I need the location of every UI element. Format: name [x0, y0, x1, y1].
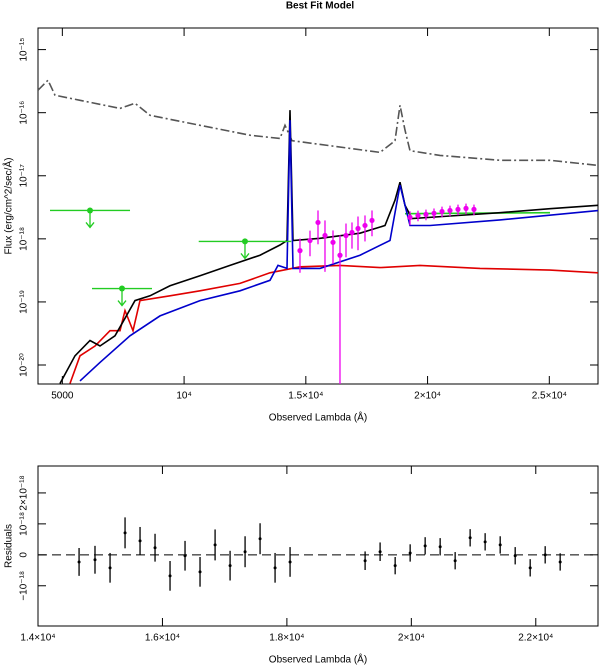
y-axis-label: Flux (erg/cm^2/sec/Å): [2, 158, 15, 255]
plot-area: [38, 78, 598, 384]
data-point: [439, 208, 445, 215]
y-tick-label: 10⁻¹⁸: [19, 227, 30, 251]
x-tick-label: 1.4×10⁴: [20, 633, 55, 644]
data-point: [471, 206, 477, 212]
data-point: [330, 239, 336, 245]
plot-frame: [37, 465, 599, 627]
data-point: [297, 248, 303, 254]
data-point: [337, 252, 343, 258]
x-tick-label: 1.6×10⁴: [145, 633, 180, 644]
x-tick-label: 2×10⁴: [414, 391, 441, 402]
y-tick-label: 10⁻¹⁶: [19, 101, 30, 125]
data-point: [407, 214, 413, 220]
data-point: [213, 543, 217, 547]
data-point: [307, 237, 313, 244]
data-point: [153, 546, 157, 550]
data-point: [415, 212, 421, 219]
data-point: [228, 564, 232, 568]
data-point: [183, 554, 187, 558]
x-axis-label: Observed Lambda (Å): [269, 411, 367, 424]
y-tick-label: 10⁻¹⁹: [19, 290, 30, 314]
x-tick-label: 5000: [51, 391, 74, 402]
data-point: [243, 550, 247, 554]
plot-area: [38, 517, 598, 591]
data-point: [528, 566, 532, 570]
y-tick-label: 10⁻¹⁵: [19, 38, 30, 62]
data-point: [453, 559, 457, 563]
y-axis-label: Residuals: [4, 524, 15, 568]
x-tick-label: 1.8×10⁴: [269, 633, 304, 644]
data-point: [288, 560, 292, 564]
data-point: [198, 570, 202, 574]
x-tick-label: 10⁴: [176, 391, 191, 402]
data-point: [343, 232, 349, 239]
data-point: [463, 205, 469, 211]
chart-title: Best Fit Model: [286, 1, 355, 12]
model-line: [59, 110, 598, 384]
data-point: [273, 566, 277, 570]
y-tick-label: 10⁻¹⁸: [19, 512, 30, 536]
data-point: [513, 554, 517, 558]
data-point: [423, 211, 429, 218]
data-point: [455, 206, 461, 212]
model-line: [79, 120, 598, 382]
data-point: [543, 553, 547, 557]
data-point: [483, 540, 487, 544]
x-tick-label: 2×10⁴: [398, 633, 425, 644]
data-point: [498, 543, 502, 547]
x-axis-label: Observed Lambda (Å): [269, 653, 367, 666]
plot-frame: [37, 27, 599, 385]
data-point: [393, 564, 397, 568]
x-tick-label: 2.2×10⁴: [518, 633, 553, 644]
data-point: [258, 537, 262, 541]
data-point: [438, 545, 442, 549]
data-point: [349, 229, 355, 236]
data-point: [558, 560, 562, 564]
upper-limit-point: [87, 207, 94, 214]
y-tick-label: 0: [19, 552, 30, 558]
data-point: [315, 219, 321, 226]
data-point: [77, 560, 81, 564]
upper-limit-point: [119, 285, 125, 292]
data-point: [447, 207, 453, 214]
model-line: [38, 78, 598, 167]
x-tick-label: 2.5×10⁴: [532, 391, 567, 402]
data-point: [108, 566, 112, 570]
model-line: [404, 211, 551, 215]
upper-limit-point: [241, 238, 248, 245]
data-point: [369, 217, 375, 224]
data-point: [362, 222, 368, 229]
data-point: [423, 544, 427, 548]
data-point: [431, 210, 437, 216]
y-tick-label: 10⁻¹⁷: [19, 164, 30, 188]
data-point: [363, 559, 367, 563]
data-point: [355, 225, 361, 232]
x-tick-label: 1.5×10⁴: [288, 391, 323, 402]
data-point: [138, 539, 142, 543]
model-line: [69, 264, 598, 384]
y-tick-label: −10⁻¹⁸: [19, 571, 30, 601]
data-point: [93, 558, 97, 562]
data-point: [168, 574, 172, 578]
data-point: [322, 232, 328, 239]
data-point: [378, 550, 382, 554]
data-point: [123, 531, 127, 535]
data-point: [468, 536, 472, 540]
y-tick-label: 2×10⁻¹⁸: [19, 475, 30, 510]
y-tick-label: 10⁻²⁰: [19, 353, 30, 377]
data-point: [408, 551, 412, 555]
